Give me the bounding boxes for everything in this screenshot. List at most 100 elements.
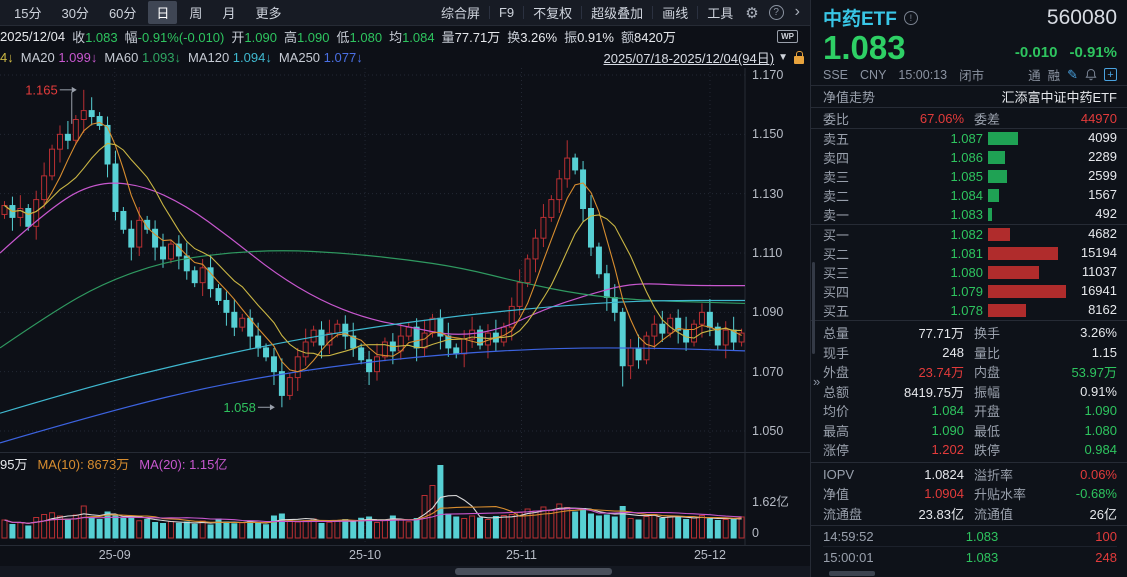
bid-row[interactable]: 买三 1.080 11037 (823, 263, 1117, 282)
volume-bar (603, 514, 610, 539)
tick-volume: 248 (1095, 550, 1117, 565)
bid-row[interactable]: 买四 1.079 16941 (823, 282, 1117, 301)
lock-icon[interactable] (794, 50, 804, 64)
security-name: 中药ETF (823, 9, 897, 30)
x-axis-label: 25-09 (98, 548, 131, 562)
toolbar-item[interactable]: 画线 (662, 6, 689, 21)
volume-ma-line-vma20 (4, 507, 742, 524)
price-axis-label: 1.090 (752, 305, 784, 320)
quote-item: 高1.090 (284, 27, 330, 46)
settings-gear-icon[interactable]: ⚙ (745, 4, 759, 22)
more-chevron-icon[interactable]: › (794, 2, 800, 20)
toolbar-item[interactable]: 工具 (707, 6, 734, 21)
nav-row[interactable]: 净值走势 汇添富中证中药ETF (811, 86, 1127, 108)
toolbar-item[interactable]: 不复权 (533, 6, 573, 21)
badge-tong[interactable]: 通 (1028, 69, 1041, 83)
quote-item-label: 收 (72, 30, 86, 45)
exchange-label: SSE (823, 67, 849, 82)
volume-bar (619, 506, 626, 539)
stat-label: 净值 (823, 487, 850, 503)
bid-bar-zone: 16941 (988, 282, 1117, 301)
toolbar-tab[interactable]: 15分 (14, 6, 42, 21)
price-change: -0.010 -0.91% (1003, 44, 1117, 64)
ask-volume: 2289 (1088, 149, 1117, 164)
bid-row[interactable]: 买二 1.081 15194 (823, 244, 1117, 263)
volume-bar (112, 515, 119, 539)
ask-level-label: 卖三 (823, 170, 850, 185)
bid-volume: 16941 (1080, 283, 1117, 298)
volume-bar (366, 516, 373, 539)
alert-bell-icon[interactable] (1085, 68, 1097, 81)
quote-item: 收1.083 (72, 27, 118, 46)
stat-value: 0.91% (1080, 383, 1117, 399)
panel-hscroll-thumb[interactable] (829, 571, 875, 576)
scrollbar-thumb[interactable] (455, 568, 612, 575)
date-range-selector[interactable]: 2025/07/18-2025/12/04(94日) ▼ (604, 48, 804, 67)
stat-value: 1.202 (931, 442, 964, 458)
volume-bar (564, 507, 571, 539)
ask-bar-zone: 492 (988, 205, 1117, 224)
candle (239, 317, 246, 328)
volume-bar (334, 520, 341, 539)
stat-label: 升贴水率 (974, 487, 1027, 503)
bid-row[interactable]: 买五 1.078 8162 (823, 301, 1117, 320)
quote-item-label: 高 (283, 30, 297, 45)
candle (508, 305, 515, 328)
ma-line-ma10 (4, 142, 742, 357)
quote-item: 量77.71万 (442, 27, 501, 46)
quote-bar: 2025/12/04 收1.083 幅-0.91%(-0.010) 开1.090 高1.… (0, 26, 810, 47)
ask-row[interactable]: 卖三 1.085 2599 (823, 167, 1117, 186)
candle (334, 323, 341, 334)
candle (691, 323, 698, 343)
toolbar-tab[interactable]: 30分 (61, 6, 89, 21)
volume-bar (239, 522, 246, 539)
price-axis-label: 1.150 (752, 127, 784, 142)
toolbar-item[interactable]: 超级叠加 (591, 6, 644, 21)
volume-bar (477, 517, 484, 539)
volume-bar (611, 516, 618, 539)
bid-bar-zone: 8162 (988, 301, 1117, 320)
ask-bar-zone: 1567 (988, 186, 1117, 205)
quote-item-value: 2025/12/04 (0, 29, 66, 44)
volume-bar (461, 518, 468, 539)
stat-value: 1.084 (931, 403, 964, 419)
toolbar-item[interactable]: 综合屏 (440, 6, 480, 21)
weicha-value: 44970 (1080, 110, 1117, 126)
edit-pencil-icon[interactable]: ✎ (1067, 66, 1078, 82)
info-icon[interactable]: ! (903, 10, 918, 25)
bid-row[interactable]: 买一 1.082 4682 (823, 225, 1117, 244)
ask-depth-bar (988, 170, 1007, 183)
wp-window-icon[interactable]: WP (777, 30, 798, 43)
toolbar-tab[interactable]: 日 (148, 1, 178, 24)
add-watchlist-icon[interactable]: + (1104, 68, 1117, 81)
volume-bar (374, 522, 380, 539)
candle (342, 323, 349, 337)
collapse-chevron-icon[interactable]: » (813, 374, 821, 389)
volume-ma-line-vma5 (4, 494, 742, 524)
toolbar: 15分 30分 60分日周 月 更多 综合屏 F9 不复权 超级叠加 画线 工具 ⚙ ? › (0, 0, 810, 26)
panel-scrollbar[interactable] (812, 262, 815, 354)
ask-row[interactable]: 卖二 1.084 1567 (823, 186, 1117, 205)
volume-bar (255, 522, 262, 539)
volume-bar (278, 513, 285, 539)
help-icon[interactable]: ? (768, 5, 784, 20)
toolbar-item[interactable]: F9 (498, 5, 515, 20)
ask-row[interactable]: 卖四 1.086 2289 (823, 148, 1117, 167)
ask-row[interactable]: 卖一 1.083 492 (823, 205, 1117, 224)
candle (413, 326, 420, 349)
candle (255, 335, 262, 349)
toolbar-tab[interactable]: 更多 (255, 6, 282, 21)
badge-rong[interactable]: 融 (1047, 69, 1061, 83)
toolbar-tab[interactable]: 周 (189, 6, 203, 21)
price-axis-label: 1.170 (752, 68, 784, 82)
candle (136, 219, 143, 248)
candle (635, 347, 642, 361)
market-status-bar: SSE CNY 15:00:13 闭市 通 融 ✎ + (811, 64, 1127, 86)
ask-row[interactable]: 卖五 1.087 4099 (823, 129, 1117, 148)
stat-label: 总量 (823, 326, 850, 342)
toolbar-tab[interactable]: 60分 (108, 6, 137, 21)
volume-bar (469, 515, 476, 539)
toolbar-tab[interactable]: 月 (222, 6, 236, 21)
nav-trend-label: 净值走势 (823, 90, 876, 105)
volume-bar (64, 518, 71, 539)
